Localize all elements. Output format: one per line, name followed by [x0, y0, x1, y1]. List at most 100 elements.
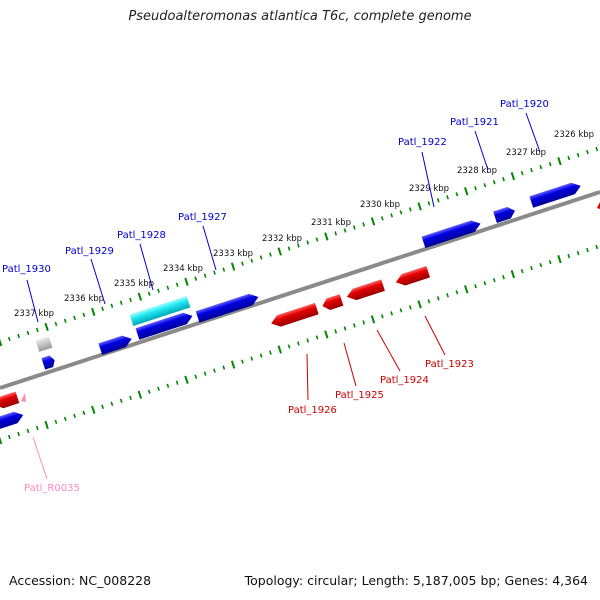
leader-line	[376, 329, 401, 372]
tick-mark	[502, 275, 505, 280]
tick-mark	[548, 161, 552, 167]
gene-label: Patl_1929	[65, 246, 114, 257]
leader-line	[343, 342, 357, 387]
tick-mark	[119, 398, 123, 403]
gene-arrow-gray	[35, 336, 53, 352]
gene-arrow-reverse	[395, 266, 431, 286]
tick-mark	[576, 250, 580, 256]
tick-mark	[44, 322, 49, 332]
tick-mark	[63, 416, 67, 422]
tick-mark	[119, 300, 123, 305]
tick-mark	[370, 217, 376, 226]
tick-mark	[277, 345, 282, 354]
genome-summary-text: Topology: circular; Length: 5,187,005 bp…	[244, 573, 588, 588]
tick-mark	[483, 183, 487, 188]
tick-mark	[73, 413, 76, 419]
gene-arrow-forward-body	[41, 355, 55, 370]
leader-line	[139, 243, 154, 291]
tick-mark	[567, 155, 571, 161]
tick-mark	[7, 336, 11, 342]
tick-mark	[427, 299, 431, 304]
position-label: 2337 kbp	[14, 309, 54, 319]
tick-mark	[510, 270, 516, 279]
tick-mark	[17, 333, 21, 339]
tick-mark	[35, 327, 39, 333]
tick-mark	[380, 216, 384, 221]
leader-line	[525, 112, 541, 153]
tick-mark	[586, 247, 589, 253]
tick-mark	[175, 380, 179, 385]
tick-mark	[352, 323, 356, 328]
gene-arrow-gray-body	[35, 336, 53, 352]
leader-line	[424, 315, 446, 356]
tick-mark	[91, 307, 96, 316]
gene-arrow-forward-body	[135, 312, 193, 340]
gene-arrow-forward-body	[493, 206, 515, 223]
position-label: 2329 kbp	[409, 184, 449, 194]
leader-line	[474, 130, 489, 171]
tick-mark	[129, 297, 132, 302]
genome-backbone	[0, 190, 600, 390]
gene-arrow-forward	[135, 312, 193, 340]
position-label: 2328 kbp	[457, 166, 497, 176]
tick-mark	[250, 258, 254, 263]
leader-line	[90, 258, 106, 305]
tick-mark	[269, 252, 272, 257]
tick-mark	[306, 338, 310, 343]
tick-mark	[567, 253, 571, 259]
leader-line	[202, 225, 217, 271]
tick-mark	[194, 276, 198, 281]
gene-arrow-forward-body	[98, 335, 132, 355]
genome-title: Pseudoalteromonas atlantica T6c, complet…	[128, 9, 472, 24]
tick-mark	[483, 281, 487, 286]
gene-arrow-forward-body	[195, 293, 259, 323]
tick-mark	[474, 186, 477, 191]
tick-mark	[157, 386, 160, 391]
tick-mark	[17, 431, 21, 437]
tick-mark	[35, 425, 39, 431]
tick-mark	[175, 282, 179, 287]
tick-mark	[464, 285, 469, 294]
tick-mark	[455, 290, 459, 295]
gene-label: Patl_1925	[335, 390, 384, 401]
tick-mark	[436, 296, 440, 301]
position-label: 2332 kbp	[262, 234, 302, 244]
tick-mark	[129, 395, 132, 400]
tick-mark	[101, 404, 104, 409]
tick-mark	[408, 207, 412, 212]
tick-mark	[101, 306, 104, 311]
tick-mark	[0, 436, 3, 445]
gene-arrow-reverse	[346, 279, 385, 301]
tick-mark	[297, 243, 300, 248]
gene-arrow-reverse	[271, 302, 319, 327]
gene-arrow-forward	[195, 293, 259, 323]
tick-mark	[63, 318, 67, 324]
tick-mark	[427, 201, 431, 206]
tick-mark	[44, 420, 49, 430]
leader-line	[32, 436, 48, 480]
tick-mark	[520, 269, 524, 274]
tick-mark	[343, 326, 347, 331]
tick-mark	[259, 255, 263, 260]
tick-mark	[510, 172, 516, 181]
position-label: 2327 kbp	[506, 148, 546, 158]
tick-mark	[362, 320, 366, 325]
tick-mark	[380, 314, 384, 319]
tick-mark	[362, 222, 366, 227]
tick-mark	[306, 240, 310, 245]
gene-arrow-cyan-body	[129, 295, 191, 327]
tick-mark	[166, 285, 170, 290]
tick-mark	[54, 419, 58, 425]
tick-mark	[390, 213, 394, 218]
tick-mark	[241, 261, 244, 266]
gene-arrow-reverse-body	[322, 294, 344, 310]
tick-mark	[455, 192, 459, 197]
tick-marks	[0, 146, 599, 445]
gene-label: Patl_1928	[117, 230, 166, 241]
tick-mark	[595, 244, 599, 250]
gene-label: Patl_1924	[380, 375, 429, 386]
tick-mark	[520, 171, 524, 176]
tick-mark	[530, 265, 533, 271]
tick-mark	[287, 246, 291, 251]
